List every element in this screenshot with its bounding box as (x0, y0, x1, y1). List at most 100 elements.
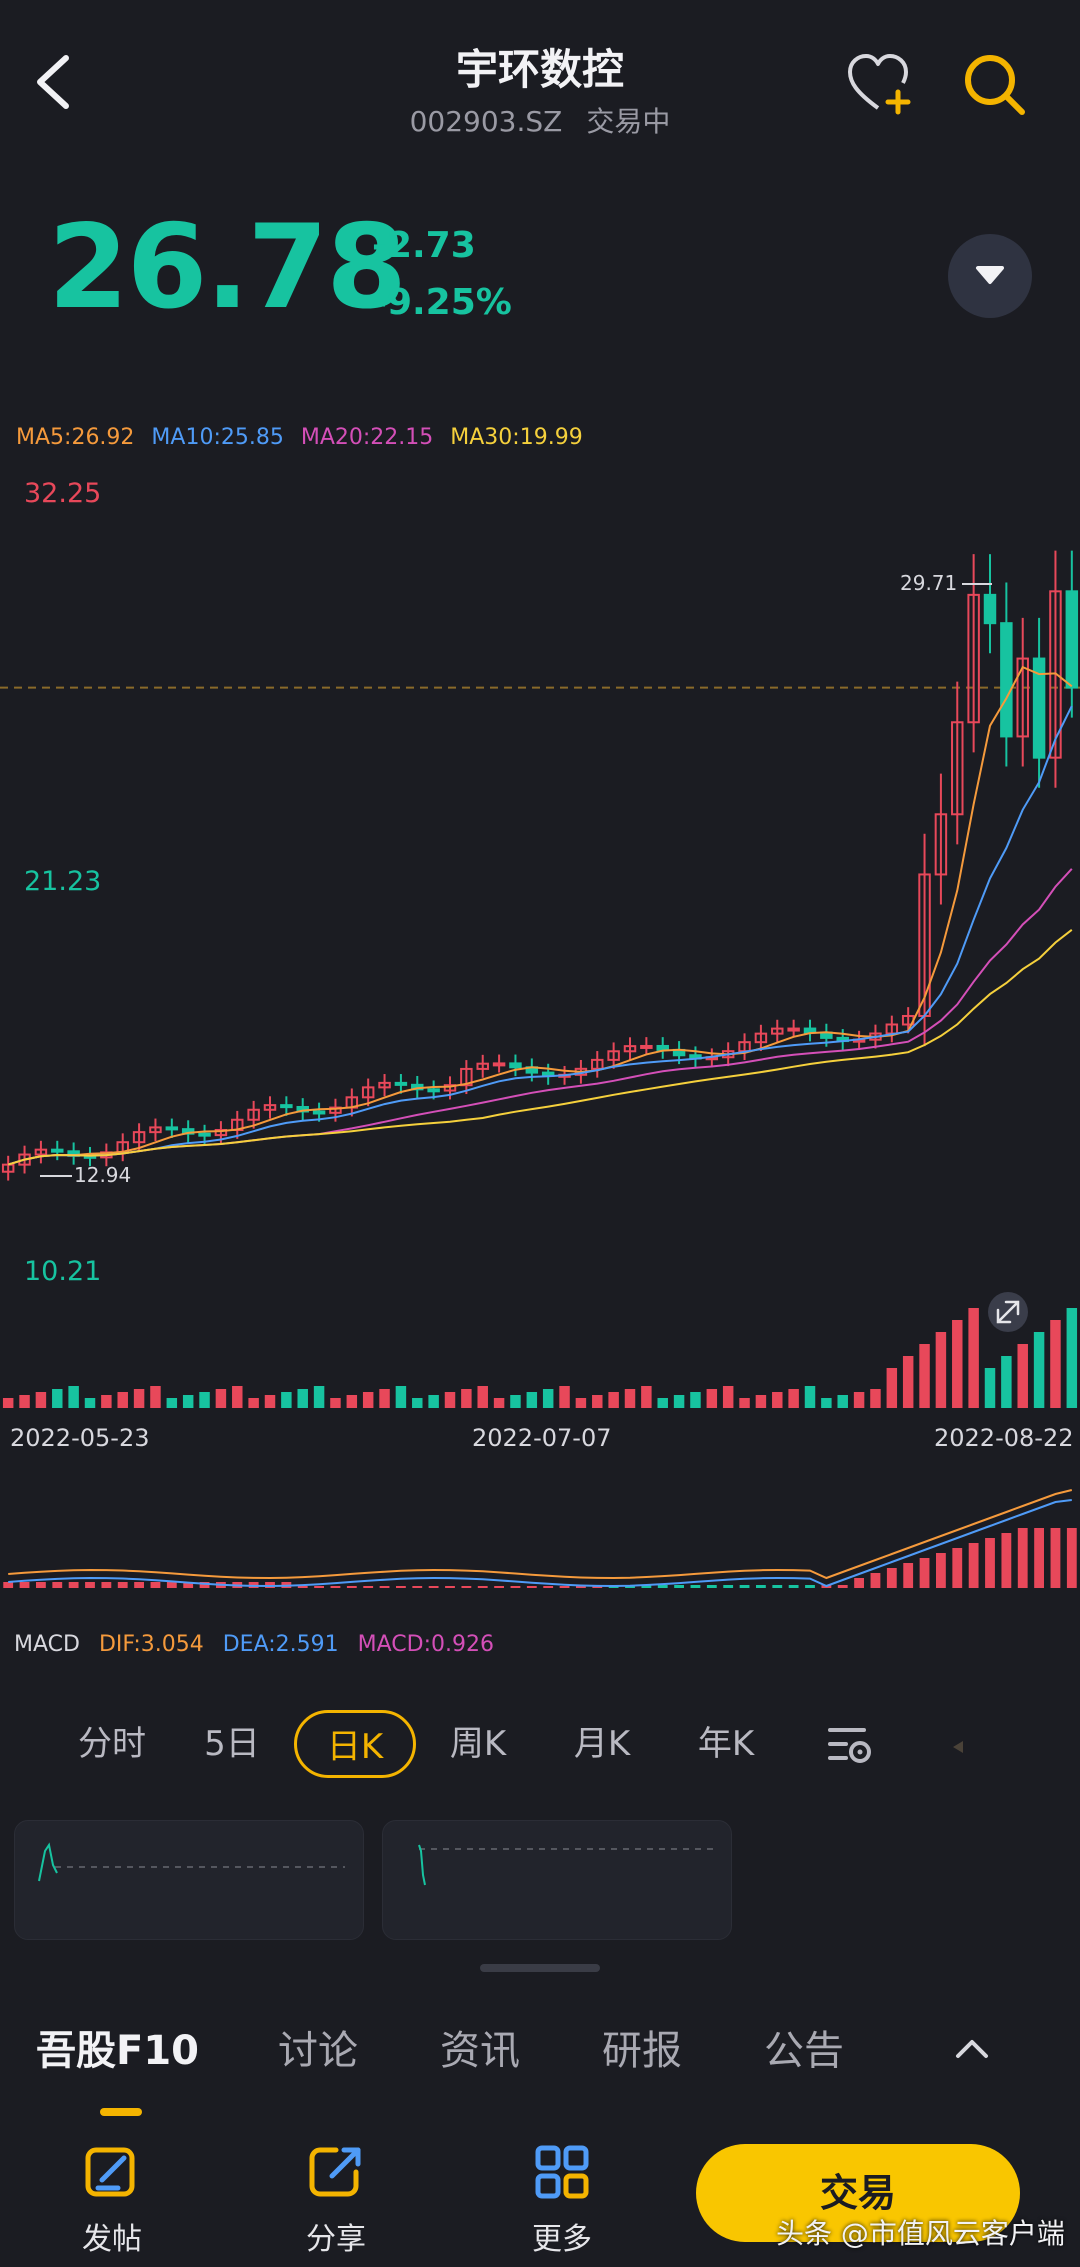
tab-intraday[interactable]: 分时 (78, 1724, 146, 1764)
volume-bar (1066, 1308, 1078, 1408)
macd-bar (68, 1582, 79, 1588)
expand-quote-button[interactable] (948, 234, 1032, 318)
trade-button[interactable]: 交易 (696, 2144, 1020, 2242)
candle-body (476, 1062, 489, 1070)
related-card-2[interactable] (382, 1820, 732, 1940)
candle-body (361, 1086, 375, 1099)
tab-monthly-k[interactable]: 月K (573, 1724, 631, 1764)
macd-bar (641, 1585, 652, 1588)
tab-5day[interactable]: 5日 (204, 1724, 260, 1764)
candle-body (1016, 657, 1029, 738)
macd-bar (919, 1558, 930, 1588)
macd-bar (134, 1582, 144, 1588)
macd-bar (1017, 1528, 1028, 1588)
post-button[interactable]: 发帖 (52, 2142, 172, 2258)
expand-tabs-button[interactable] (948, 2028, 996, 2068)
macd-bar (117, 1582, 128, 1588)
volume-bar (444, 1392, 456, 1408)
volume-bar (117, 1392, 128, 1408)
back-button[interactable] (28, 52, 88, 112)
share-icon (309, 2147, 361, 2197)
ma10-line (7, 705, 1073, 1166)
volume-bar (428, 1395, 439, 1408)
candle-body (165, 1126, 179, 1131)
active-tab-indicator (100, 2108, 142, 2116)
volume-bar (984, 1368, 996, 1408)
tab-news[interactable]: 资讯 (440, 2028, 520, 2074)
search-button[interactable] (962, 52, 1028, 118)
macd-bar (3, 1582, 14, 1588)
current-price: 26.78 (48, 200, 407, 335)
candle-body (263, 1104, 277, 1111)
grid-icon (535, 2145, 589, 2199)
volume-bar (313, 1386, 325, 1408)
volume-bar (608, 1392, 619, 1408)
tab-announcements[interactable]: 公告 (764, 2028, 844, 2074)
macd-bar (85, 1582, 95, 1588)
candle-body (623, 1045, 637, 1053)
macd-bar (314, 1586, 324, 1588)
stock-name: 宇环数控 (455, 45, 624, 94)
volume-bar (510, 1395, 521, 1408)
price-change-percent: -9.25% (372, 282, 512, 323)
candle-body (1065, 590, 1079, 689)
candle-body (132, 1131, 146, 1144)
add-favorite-button[interactable] (846, 52, 918, 116)
volume-bar (853, 1392, 865, 1408)
macd-bar (1066, 1528, 1077, 1588)
trade-status: 交易中 (586, 105, 671, 138)
ma5-value: MA5:26.92 (16, 425, 135, 450)
volume-bar (870, 1389, 881, 1408)
tab-yearly-k[interactable]: 年K (697, 1724, 755, 1764)
macd-bar (805, 1585, 815, 1588)
volume-bar (821, 1398, 832, 1408)
volume-bar (297, 1389, 308, 1408)
volume-bar (19, 1395, 30, 1408)
candle-body (934, 813, 948, 876)
tab-weekly-k[interactable]: 周K (449, 1724, 507, 1764)
volume-bar (952, 1320, 963, 1408)
axis-high-label: 32.25 (24, 478, 102, 509)
min-price-marker: 12.94 (74, 1163, 131, 1187)
ma20-value: MA20:22.15 (300, 425, 434, 450)
chart-settings-button[interactable] (820, 1710, 880, 1778)
post-label: 发帖 (82, 2222, 142, 2257)
drag-handle[interactable] (480, 1964, 600, 1972)
macd-bar (739, 1585, 750, 1588)
tab-daily-k[interactable]: 日K (294, 1710, 416, 1778)
macd-bar (723, 1585, 734, 1588)
tab-research[interactable]: 研报 (602, 2028, 682, 2074)
macd-value: MACD:0.926 (357, 1632, 494, 1657)
macd-bar (412, 1586, 423, 1588)
candle-body (787, 1027, 800, 1032)
macd-bar (854, 1578, 864, 1588)
volume-bar (84, 1398, 96, 1408)
candle-body (1032, 657, 1046, 759)
macd-bar (576, 1586, 586, 1588)
tab-discussion[interactable]: 讨论 (278, 2028, 358, 2074)
volume-bar (575, 1398, 587, 1408)
volume-bar (657, 1398, 668, 1408)
volume-bar (1017, 1344, 1028, 1408)
kline-chart[interactable]: 29.71 12.94 (0, 470, 1080, 1650)
volume-bar (2, 1398, 14, 1408)
candle-body (378, 1081, 391, 1089)
more-button[interactable]: 更多 (502, 2142, 622, 2258)
volume-bar (673, 1395, 685, 1408)
macd-legend: MACD DIF:3.054 DEA:2.591 MACD:0.926 (14, 1632, 494, 1657)
tab-f10[interactable]: 吾股F10 (36, 2028, 199, 2074)
macd-bar (477, 1586, 488, 1588)
candle-body (983, 593, 997, 625)
volume-bar (706, 1389, 718, 1408)
sparkline (38, 1842, 345, 1882)
macd-bar (510, 1586, 521, 1588)
related-card-1[interactable] (14, 1820, 364, 1940)
caret-down-icon (976, 266, 1004, 284)
macd-bar (101, 1582, 112, 1588)
macd-bar (886, 1568, 897, 1588)
volume-bar (199, 1392, 210, 1408)
candle-body (951, 721, 964, 816)
chevron-up-icon (956, 2040, 988, 2058)
candle-body (607, 1050, 620, 1061)
share-button[interactable]: 分享 (276, 2142, 396, 2258)
